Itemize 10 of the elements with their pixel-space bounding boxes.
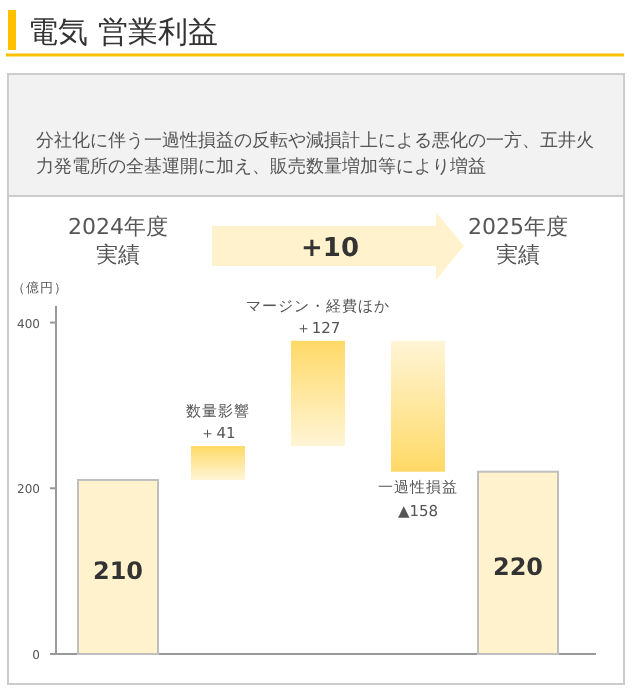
text: +10 bbox=[301, 234, 359, 264]
data-label: 220 bbox=[492, 552, 544, 581]
bar bbox=[391, 340, 445, 472]
chart-subtitle: 分社化に伴う一過性損益の反転や減損計上による悪化の一方、五井火力発電所の全基運開に加え、販売数量増加等により増益 bbox=[36, 130, 594, 178]
bar bbox=[291, 340, 345, 447]
x-tick-label: 2025年度実績 bbox=[468, 214, 568, 268]
chart-title: 電気 営業利益 bbox=[28, 14, 218, 50]
bar bbox=[191, 446, 245, 480]
data-label: 210 bbox=[92, 557, 144, 585]
x-tick-label: 2024年度実績 bbox=[68, 214, 168, 268]
